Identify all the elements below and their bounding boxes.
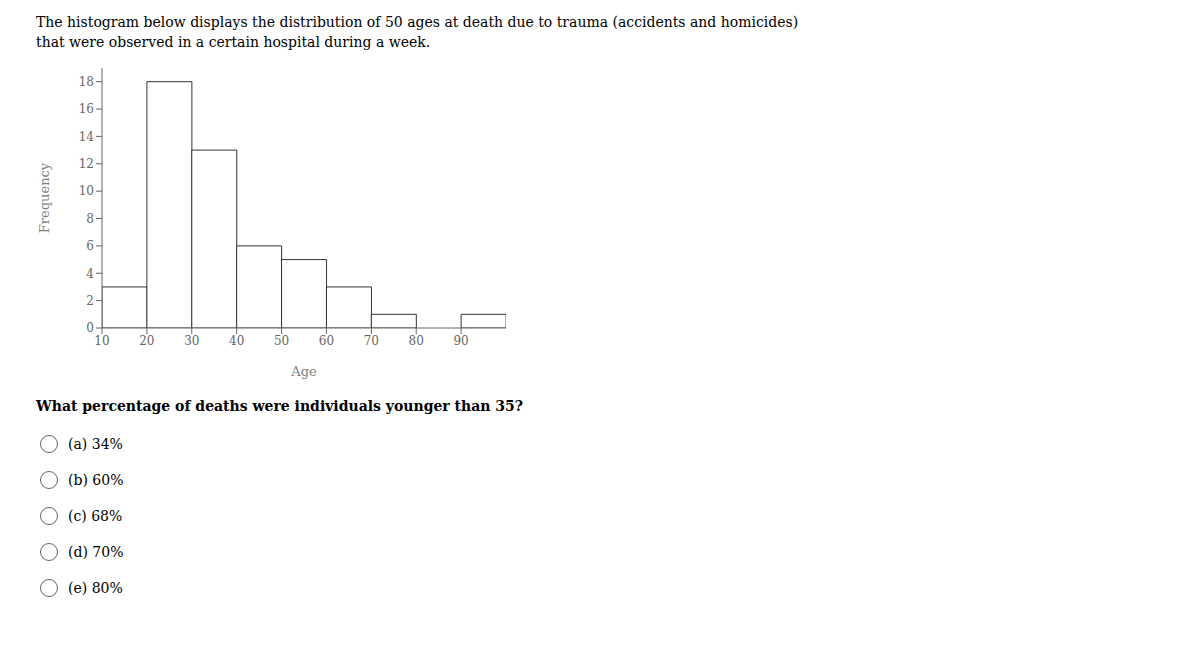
html-text:that were observed in a certai: that were observed in a certain hospital… [36,34,431,50]
svg-text:30: 30 [184,334,199,348]
html-text:(b) 60%: (b) 60% [68,472,124,488]
svg-text:40: 40 [229,334,244,348]
svg-text:18: 18 [79,75,94,89]
svg-text:12: 12 [79,157,94,171]
html-text:(d) 70%: (d) 70% [68,544,124,560]
svg-text:90: 90 [453,334,468,348]
svg-text:50: 50 [274,334,289,348]
svg-text:80: 80 [409,334,424,348]
html-text:What percentage of deaths were: What percentage of deaths were individua… [36,398,523,414]
svg-text:4: 4 [86,267,94,281]
svg-text:6: 6 [86,239,94,253]
html-text:The histogram below displays t: The histogram below displays the distrib… [36,14,799,30]
svg-text:14: 14 [79,130,95,144]
html-text:(c) 68%: (c) 68% [68,508,123,524]
svg-text:0: 0 [86,321,94,335]
svg-text:Age: Age [290,364,317,379]
svg-text:2: 2 [86,294,94,308]
svg-text:16: 16 [79,102,94,116]
svg-text:10: 10 [79,184,94,198]
svg-text:20: 20 [139,334,154,348]
svg-text:70: 70 [364,334,379,348]
svg-text:Frequency: Frequency [37,162,52,233]
html-text:(e) 80%: (e) 80% [68,580,123,596]
svg-text:10: 10 [94,334,109,348]
svg-text:60: 60 [319,334,334,348]
svg-text:8: 8 [86,212,94,226]
html-text:(a) 34%: (a) 34% [68,436,123,452]
